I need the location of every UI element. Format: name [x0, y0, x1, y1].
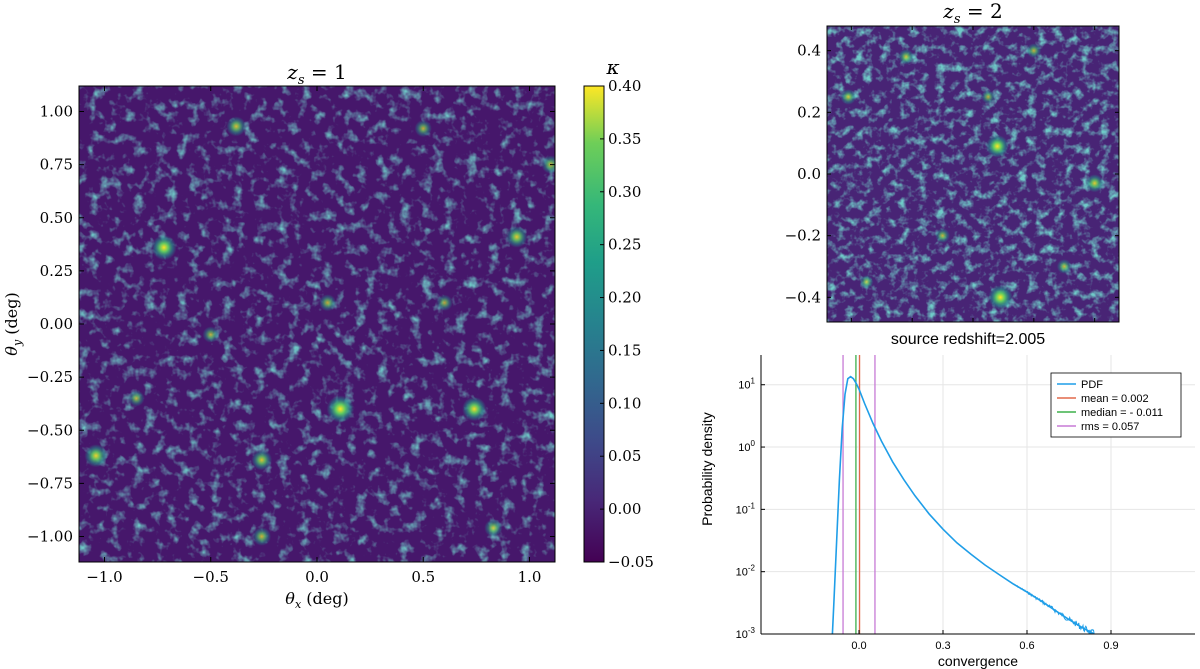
inset-map-y-tick-label: 0.4	[797, 42, 821, 60]
main-map-x-tick-label: 0.5	[411, 568, 435, 586]
pdf-y-tick-label: 10-3	[736, 626, 756, 641]
main-map-peak	[541, 155, 555, 174]
legend-label-mean: mean = 0.002	[1081, 393, 1149, 405]
inset-map-y-tick-label: 0.2	[797, 103, 821, 121]
main-map-peak	[436, 294, 453, 311]
inset-map-peak	[935, 228, 950, 244]
colorbar-tick-label: 0.05	[608, 447, 641, 465]
main-map-x-tick-label: −1.0	[86, 568, 122, 586]
pdf-x-axis: 0.0 0.3 0.6 0.9	[851, 630, 1119, 652]
colorbar-tick-label: 0.30	[608, 183, 641, 201]
main-map-y-label: θy (deg)	[2, 292, 24, 355]
inset-map-peak	[840, 89, 857, 105]
main-map-peak	[505, 226, 528, 248]
colorbar-tick-label: 0.10	[608, 394, 641, 412]
colorbar-tick-label: 0.20	[608, 289, 641, 307]
pdf-x-tick-label: 0.0	[851, 640, 866, 652]
inset-map-y-tick-label: 0.0	[797, 165, 821, 183]
inset-map-peak	[1085, 174, 1104, 193]
legend-label-median: median = - 0.011	[1081, 407, 1163, 419]
inset-map-peak	[1056, 259, 1072, 274]
colorbar-tick-label: 0.00	[608, 500, 641, 518]
colorbar-tick-label: 0.40	[608, 77, 641, 95]
main-map-peak	[484, 518, 503, 538]
pdf-x-tick-label: 0.3	[935, 640, 950, 652]
inset-map-peak	[859, 274, 874, 289]
main-map-title: zs = 1	[286, 60, 346, 88]
main-map-y-tick-label: 1.00	[40, 103, 73, 121]
inset-map-peak	[1026, 43, 1042, 59]
main-map-peak	[226, 116, 247, 137]
pdf-vlines	[842, 355, 876, 634]
main-map-x-label: θx (deg)	[285, 589, 348, 611]
main-map-peak	[414, 119, 432, 138]
legend-label-pdf: PDF	[1081, 379, 1103, 391]
main-map-peak	[84, 444, 108, 468]
inset-map-y-axis: 0.4 0.2 0.0 −0.2 −0.4	[785, 42, 1119, 306]
inset-map-peak	[898, 48, 914, 65]
pdf-x-tick-label: 0.6	[1019, 640, 1034, 652]
inset-map-peak	[985, 134, 1009, 158]
main-map-y-axis: 1.00 0.75 0.50 0.25 0.00 −0.25 −0.50 −0.75 −1.00	[27, 103, 555, 546]
colorbar-label: κ	[605, 55, 619, 79]
inset-map-peak	[988, 285, 1013, 310]
inset-map-x-axis	[850, 26, 1096, 322]
main-map-panel: zs = 1 −1.0 −0.5 0.0 0.5 1.0 1.00 0.75 0.50 0.2…	[2, 60, 556, 611]
colorbar-tick-label: −0.05	[608, 553, 654, 571]
main-map-y-tick-label: 0.25	[40, 262, 73, 280]
inset-map-y-tick-label: −0.2	[785, 227, 821, 245]
colorbar: κ 0.40 0.35 0.30 0.25 0.20 0.15 0.10 0.05 0.00 −0…	[583, 55, 654, 571]
main-map-y-tick-label: −1.00	[27, 528, 73, 546]
main-map-peak	[128, 390, 145, 407]
main-map-y-tick-label: −0.25	[27, 368, 73, 386]
pdf-y-tick-label: 10-1	[736, 501, 756, 516]
main-map-peak	[251, 449, 273, 471]
pdf-panel: source redshift=2.005 0.0 0.3 0.6 0.9 10110…	[699, 331, 1195, 669]
colorbar-gradient	[583, 85, 605, 563]
colorbar-ticks: 0.40 0.35 0.30 0.25 0.20 0.15 0.10 0.05 0.00 −0.0…	[600, 77, 654, 571]
inset-map-y-tick-label: −0.4	[785, 288, 821, 306]
pdf-x-tick-label: 0.9	[1103, 640, 1118, 652]
pdf-series-noise	[1012, 583, 1095, 634]
main-map-peak	[326, 395, 355, 423]
inset-map-title: zs = 2	[942, 0, 1002, 27]
main-map-peak	[202, 326, 219, 343]
inset-map-image	[827, 26, 1119, 322]
main-map-y-tick-label: 0.00	[40, 315, 73, 333]
main-map-x-tick-label: 1.0	[518, 568, 542, 586]
main-map-y-tick-label: −0.75	[27, 474, 73, 492]
pdf-legend: PDF mean = 0.002 median = - 0.011 rms = …	[1050, 372, 1182, 438]
main-map-peak	[252, 527, 272, 546]
main-map-y-tick-label: −0.50	[27, 421, 73, 439]
colorbar-tick-label: 0.35	[608, 130, 641, 148]
pdf-y-label: Probability density	[699, 412, 715, 526]
main-map-y-tick-label: 0.50	[40, 209, 73, 227]
inset-map-peak	[981, 89, 996, 104]
colorbar-tick-label: 0.15	[608, 341, 641, 359]
colorbar-tick-label: 0.25	[608, 236, 641, 254]
pdf-y-tick-label: 100	[738, 439, 755, 454]
pdf-x-label: convergence	[938, 653, 1018, 669]
pdf-y-tick-label: 10-2	[736, 564, 756, 579]
main-map-x-axis: −1.0 −0.5 0.0 0.5 1.0	[86, 86, 541, 586]
pdf-y-tick-label: 101	[738, 377, 755, 392]
main-map-x-tick-label: 0.0	[305, 568, 329, 586]
pdf-y-axis: 101 100 10-1 10-2 10-3	[736, 377, 765, 641]
main-map-peak	[151, 234, 177, 261]
main-map-peak	[462, 396, 487, 422]
pdf-title: source redshift=2.005	[891, 331, 1045, 348]
main-map-image	[79, 86, 555, 562]
legend-label-rms: rms = 0.057	[1081, 421, 1139, 433]
inset-map-panel: zs = 2 0.4 0.2 0.0 −0.2 −0.4	[785, 0, 1120, 323]
main-map-peak	[318, 294, 337, 312]
main-map-x-tick-label: −0.5	[193, 568, 229, 586]
main-map-y-tick-label: 0.75	[40, 156, 73, 174]
